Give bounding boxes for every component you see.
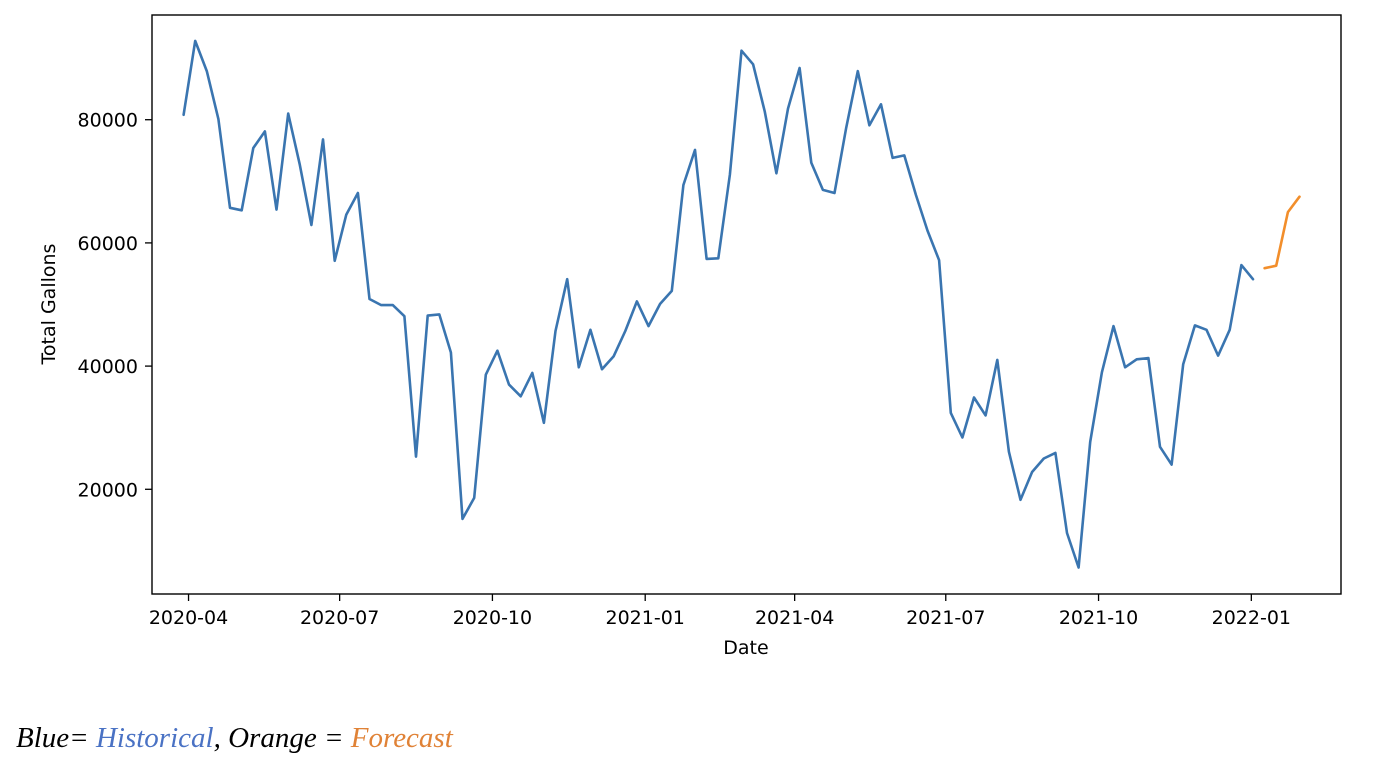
x-tick-label: 2021-07	[906, 607, 985, 629]
x-tick-label: 2021-10	[1059, 607, 1138, 629]
chart-caption: Blue= Historical, Orange = Forecast	[16, 722, 453, 755]
caption-middle: , Orange =	[213, 722, 351, 754]
plot-frame	[151, 14, 1342, 595]
forecast-series-line	[1263, 195, 1301, 270]
caption-prefix: Blue=	[16, 722, 96, 754]
y-tick-label: 40000	[78, 356, 138, 378]
series-layer	[182, 39, 1301, 569]
x-tick-label: 2020-04	[149, 607, 228, 629]
line-chart: 2020-04 2020-07 2020-10 2021-01 2021-04 2021-…	[38, 14, 1342, 659]
y-tick-label: 80000	[78, 110, 138, 132]
x-tick-label: 2022-01	[1212, 607, 1291, 629]
x-tick-label: 2020-07	[300, 607, 379, 629]
x-axis: 2020-04 2020-07 2020-10 2021-01 2021-04 2021-…	[149, 594, 1291, 629]
y-tick-label: 20000	[78, 479, 138, 501]
x-axis-title: Date	[723, 637, 768, 659]
historical-series-line	[182, 39, 1255, 569]
x-tick-label: 2021-04	[755, 607, 834, 629]
caption-forecast: Forecast	[350, 722, 453, 754]
y-axis-title: Total Gallons	[38, 244, 60, 366]
caption-historical: Historical	[95, 722, 214, 754]
x-tick-label: 2020-10	[453, 607, 532, 629]
chart-area: 2020-04 2020-07 2020-10 2021-01 2021-04 2021-…	[38, 14, 1342, 659]
x-tick-label: 2021-01	[606, 607, 685, 629]
y-axis: 20000 40000 60000 80000	[78, 110, 152, 501]
y-tick-label: 60000	[78, 233, 138, 255]
